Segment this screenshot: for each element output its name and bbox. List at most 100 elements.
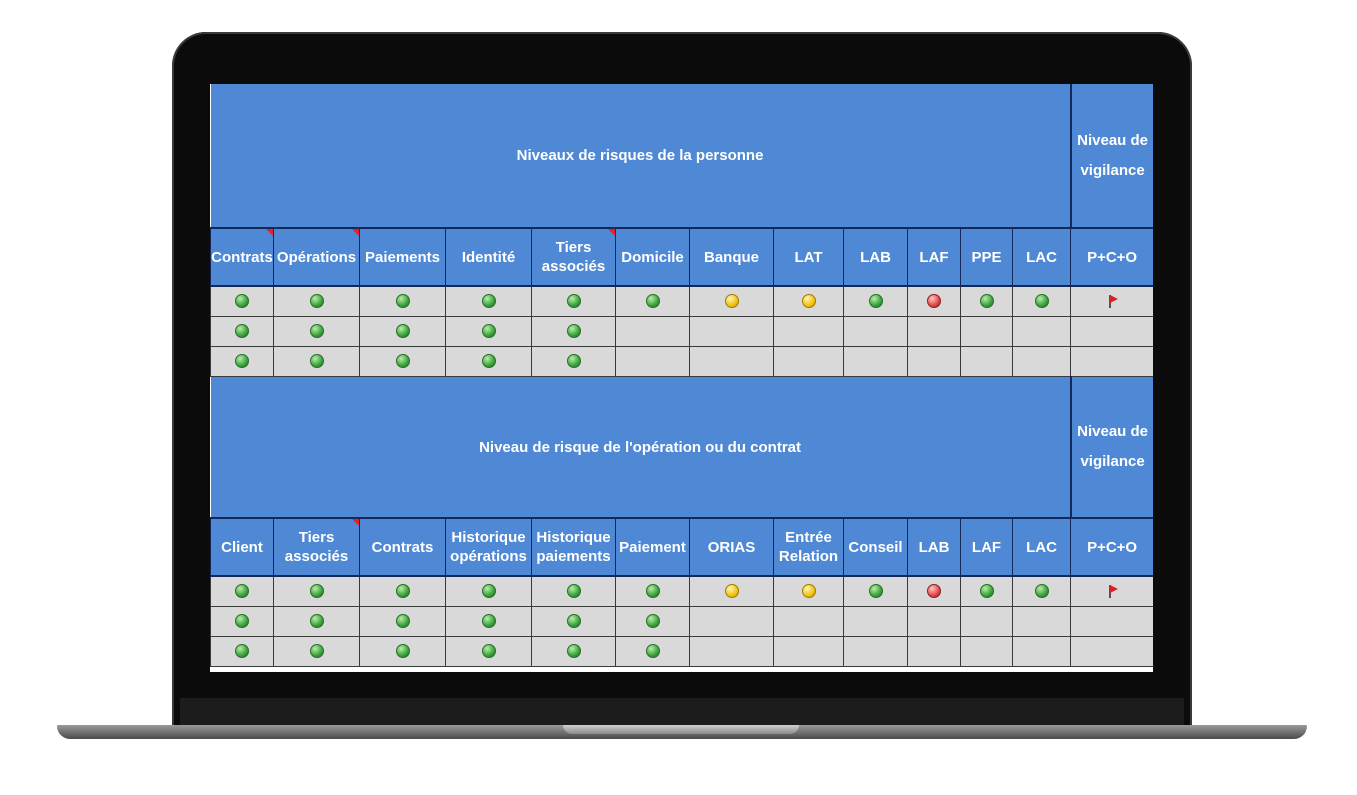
table-cell[interactable] bbox=[689, 346, 774, 377]
table-cell[interactable] bbox=[1011, 346, 1072, 377]
vigilance-cell[interactable] bbox=[1070, 346, 1153, 377]
column-header[interactable]: Identité bbox=[445, 227, 532, 287]
column-header[interactable]: Entrée Relation bbox=[773, 517, 844, 577]
table-cell[interactable] bbox=[843, 285, 908, 317]
table-cell[interactable] bbox=[531, 285, 616, 317]
table-cell[interactable] bbox=[273, 606, 360, 637]
table-cell[interactable] bbox=[773, 285, 844, 317]
table-cell[interactable] bbox=[273, 636, 360, 667]
column-header[interactable]: Tiers associés bbox=[531, 227, 616, 287]
column-header[interactable]: Conseil bbox=[843, 517, 908, 577]
column-header[interactable]: Historique opérations bbox=[445, 517, 532, 577]
column-header[interactable]: LAB bbox=[907, 517, 961, 577]
table-cell[interactable] bbox=[445, 285, 532, 317]
column-header[interactable]: Contrats bbox=[210, 227, 274, 287]
table-cell[interactable] bbox=[445, 636, 532, 667]
table-cell[interactable] bbox=[210, 636, 274, 667]
table-cell[interactable] bbox=[773, 606, 844, 637]
column-header[interactable]: Client bbox=[210, 517, 274, 577]
column-header[interactable]: Tiers associés bbox=[273, 517, 360, 577]
column-header[interactable]: Domicile bbox=[615, 227, 690, 287]
table-cell[interactable] bbox=[445, 606, 532, 637]
table-cell[interactable] bbox=[907, 346, 961, 377]
table-cell[interactable] bbox=[960, 606, 1013, 637]
table-cell[interactable] bbox=[907, 606, 961, 637]
table-cell[interactable] bbox=[960, 316, 1013, 347]
table-cell[interactable] bbox=[843, 636, 908, 667]
table-cell[interactable] bbox=[273, 346, 360, 377]
table-cell[interactable] bbox=[615, 575, 690, 607]
column-header[interactable]: LAF bbox=[907, 227, 961, 287]
table-cell[interactable] bbox=[531, 575, 616, 607]
table-cell[interactable] bbox=[907, 636, 961, 667]
table-cell[interactable] bbox=[689, 316, 774, 347]
table-cell[interactable] bbox=[907, 575, 961, 607]
table-cell[interactable] bbox=[359, 636, 446, 667]
table-cell[interactable] bbox=[1011, 606, 1072, 637]
column-header[interactable]: Contrats bbox=[359, 517, 446, 577]
table-cell[interactable] bbox=[843, 316, 908, 347]
table-cell[interactable] bbox=[531, 606, 616, 637]
column-header[interactable]: Opérations bbox=[273, 227, 360, 287]
column-header[interactable]: Banque bbox=[689, 227, 774, 287]
column-header[interactable]: Paiements bbox=[359, 227, 446, 287]
table-cell[interactable] bbox=[960, 636, 1013, 667]
column-header[interactable]: LAC bbox=[1011, 227, 1072, 287]
table-cell[interactable] bbox=[445, 346, 532, 377]
column-header[interactable]: LAT bbox=[773, 227, 844, 287]
table-cell[interactable] bbox=[531, 636, 616, 667]
table-cell[interactable] bbox=[907, 285, 961, 317]
table-cell[interactable] bbox=[210, 606, 274, 637]
table-cell[interactable] bbox=[615, 285, 690, 317]
table-cell[interactable] bbox=[273, 575, 360, 607]
table-cell[interactable] bbox=[445, 575, 532, 607]
table-cell[interactable] bbox=[210, 575, 274, 607]
vigilance-column-header[interactable]: P+C+O bbox=[1070, 227, 1153, 287]
table-cell[interactable] bbox=[615, 346, 690, 377]
table-cell[interactable] bbox=[615, 316, 690, 347]
table-cell[interactable] bbox=[773, 575, 844, 607]
vigilance-cell[interactable] bbox=[1070, 636, 1153, 667]
table-cell[interactable] bbox=[359, 316, 446, 347]
table-cell[interactable] bbox=[689, 606, 774, 637]
table-cell[interactable] bbox=[273, 316, 360, 347]
table-cell[interactable] bbox=[359, 285, 446, 317]
table-cell[interactable] bbox=[689, 575, 774, 607]
column-header[interactable]: LAC bbox=[1011, 517, 1072, 577]
vigilance-cell[interactable] bbox=[1070, 606, 1153, 637]
table-cell[interactable] bbox=[960, 285, 1013, 317]
table-cell[interactable] bbox=[773, 316, 844, 347]
column-header[interactable]: PPE bbox=[960, 227, 1013, 287]
table-cell[interactable] bbox=[1011, 285, 1072, 317]
table-cell[interactable] bbox=[773, 346, 844, 377]
vigilance-cell[interactable] bbox=[1070, 285, 1153, 317]
table-cell[interactable] bbox=[960, 575, 1013, 607]
table-cell[interactable] bbox=[689, 285, 774, 317]
table-cell[interactable] bbox=[273, 285, 360, 317]
column-header[interactable]: LAF bbox=[960, 517, 1013, 577]
column-header[interactable]: ORIAS bbox=[689, 517, 774, 577]
table-cell[interactable] bbox=[960, 346, 1013, 377]
table-cell[interactable] bbox=[210, 285, 274, 317]
column-header[interactable]: Historique paiements bbox=[531, 517, 616, 577]
column-header[interactable]: LAB bbox=[843, 227, 908, 287]
table-cell[interactable] bbox=[1011, 316, 1072, 347]
table-cell[interactable] bbox=[843, 346, 908, 377]
table-cell[interactable] bbox=[445, 316, 532, 347]
table-cell[interactable] bbox=[907, 316, 961, 347]
table-cell[interactable] bbox=[531, 346, 616, 377]
table-cell[interactable] bbox=[210, 316, 274, 347]
table-cell[interactable] bbox=[359, 575, 446, 607]
table-cell[interactable] bbox=[359, 606, 446, 637]
table-cell[interactable] bbox=[1011, 575, 1072, 607]
table-cell[interactable] bbox=[359, 346, 446, 377]
column-header[interactable]: Paiement bbox=[615, 517, 690, 577]
table-cell[interactable] bbox=[615, 636, 690, 667]
table-cell[interactable] bbox=[843, 575, 908, 607]
table-cell[interactable] bbox=[210, 346, 274, 377]
table-cell[interactable] bbox=[531, 316, 616, 347]
vigilance-cell[interactable] bbox=[1070, 575, 1153, 607]
table-cell[interactable] bbox=[615, 606, 690, 637]
table-cell[interactable] bbox=[773, 636, 844, 667]
table-cell[interactable] bbox=[1011, 636, 1072, 667]
